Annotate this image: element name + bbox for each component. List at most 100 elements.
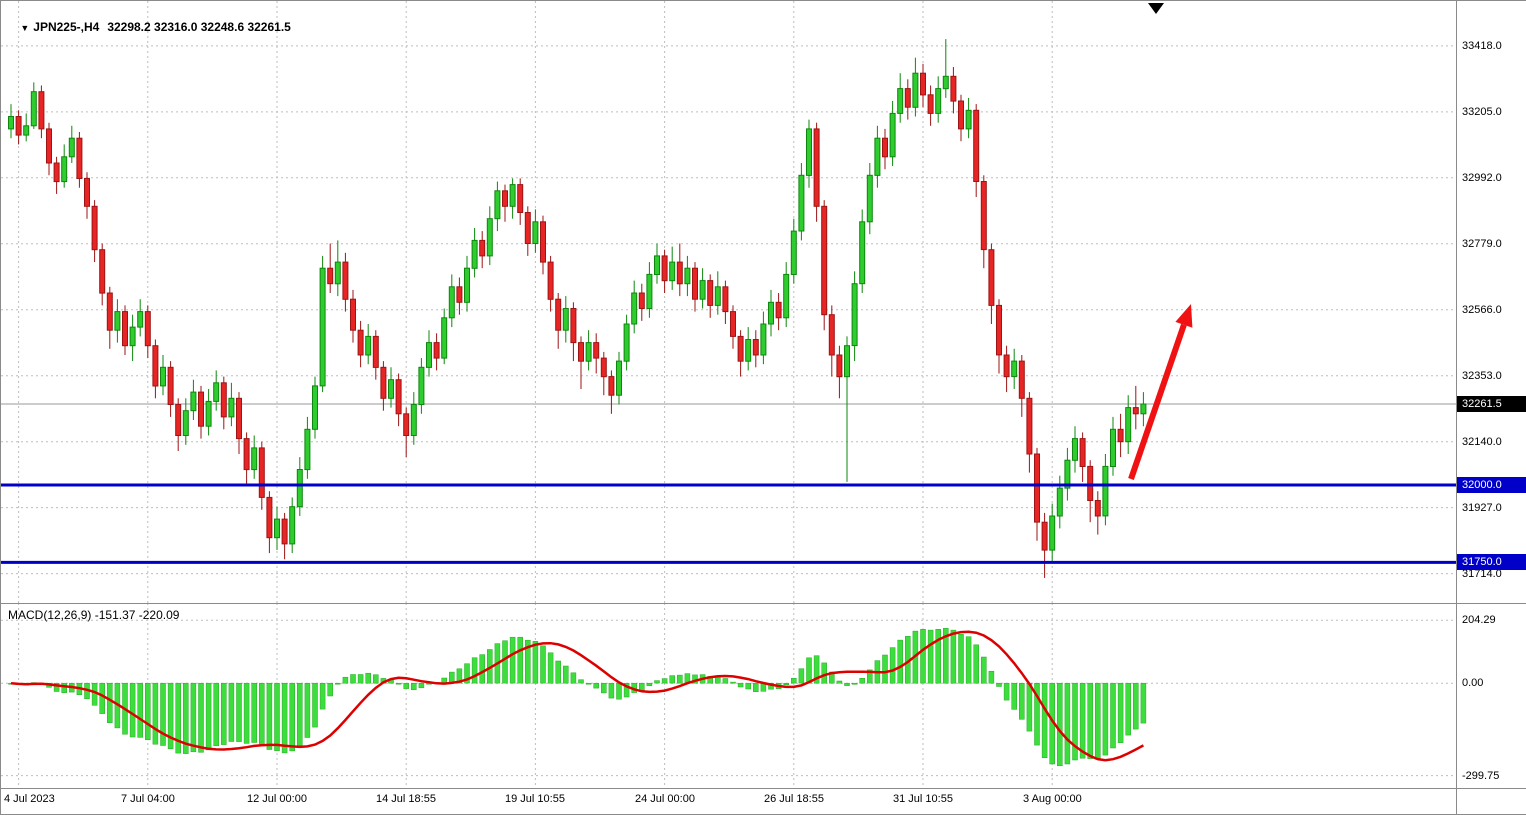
macd-histogram-bar [274,682,280,751]
trend-arrow[interactable] [1128,304,1193,480]
candle [608,376,615,396]
macd-histogram-bar [616,682,622,700]
macd-histogram-bar [198,682,204,753]
macd-histogram-bar [867,669,873,684]
candle [91,205,98,251]
candle [585,342,592,362]
macd-histogram-bar [669,675,675,684]
macd-histogram-bar [889,647,896,684]
macd-histogram-bar [266,682,273,750]
candle [312,385,318,430]
candle [661,255,668,282]
candle [1041,521,1048,551]
macd-histogram-bar [319,682,326,710]
price-tick-label: 32140.0 [1462,436,1502,448]
candle [456,286,463,303]
candle [167,366,174,405]
candle [410,404,417,436]
candle [274,518,280,539]
candle [631,292,638,325]
macd-histogram-bar [920,629,926,684]
candle [783,273,790,319]
time-axis-label: 31 Jul 10:55 [893,793,953,805]
candle [220,382,227,418]
candle [1117,428,1124,443]
macd-histogram-bar [517,636,523,684]
price-chart-canvas[interactable] [1,1,1456,603]
indicator-panel-separator[interactable] [1,603,1526,604]
macd-histogram-bar [99,682,105,714]
candle [509,184,516,207]
price-axis[interactable]: 33418.0 33205.0 32992.0 32779.0 32566.0 32353… [1457,1,1526,814]
price-tick-label: 33205.0 [1462,106,1502,118]
macd-histogram-bar [236,682,242,742]
macd-histogram-bar [965,636,972,684]
macd-histogram-bar [411,682,417,691]
candle [768,301,774,325]
macd-histogram-bar [981,656,987,684]
macd-histogram-bar [1133,682,1139,730]
macd-histogram-bar [859,678,865,684]
macd-histogram-bar [464,663,470,684]
time-axis[interactable]: 4 Jul 2023 7 Jul 04:00 12 Jul 00:00 14 Jul … [1,788,1456,814]
macd-histogram-bar [1041,682,1048,758]
macd-histogram-bar [791,677,797,684]
candle [540,221,546,263]
macd-histogram-bar [312,682,318,728]
candle [464,267,470,303]
candle [897,88,904,114]
candle [524,212,531,244]
candle [137,311,144,328]
macd-histogram-bar [677,674,683,684]
macd-histogram-bar [251,682,257,743]
candle [1003,354,1010,378]
macd-histogram-bar [1019,682,1025,720]
candle [555,298,562,331]
time-axis-label: 4 Jul 2023 [4,793,55,805]
macd-histogram-bar [813,655,820,684]
time-axis-label: 26 Jul 18:55 [764,793,824,805]
symbol-period-label: JPN225-,H4 [33,20,100,34]
macd-histogram-bar [190,682,197,753]
candle [859,221,866,285]
macd-histogram-bar [373,674,379,684]
macd-histogram-bar [1117,682,1124,743]
collapse-subwindow-icon[interactable]: ▼ [20,23,30,33]
candle [152,345,159,387]
candle [562,308,569,331]
macd-histogram-bar [183,682,189,754]
candle [578,342,584,362]
macd-signal-line [10,630,1144,762]
candle [927,94,934,114]
macd-histogram-bar [585,682,592,685]
candle [1072,438,1078,461]
candle [996,304,1002,356]
macd-histogram-bar [1110,682,1116,749]
candle [1079,438,1086,468]
candle [296,469,303,508]
candle [68,137,75,158]
candle [84,177,90,207]
candle [342,261,349,300]
candle [304,428,311,471]
macd-histogram-bar [563,665,569,684]
candle [327,267,334,285]
candle [144,311,151,347]
macd-histogram-bar [456,668,463,684]
chart-shift-marker[interactable] [1148,3,1164,14]
candle [920,72,926,96]
macd-histogram-bar [509,636,516,684]
candle [365,335,372,356]
price-axis-separator [1456,1,1457,814]
candle [486,218,493,257]
candle [958,100,964,130]
macd-histogram-bar [608,682,615,699]
macd-histogram-bar [327,682,333,697]
macd-histogram-bar [1087,682,1093,759]
macd-histogram-bar [821,662,827,684]
candle [775,301,782,319]
macd-indicator-canvas[interactable] [1,603,1456,788]
macd-histogram-bar [1095,682,1101,760]
macd-histogram-bar [395,682,402,685]
